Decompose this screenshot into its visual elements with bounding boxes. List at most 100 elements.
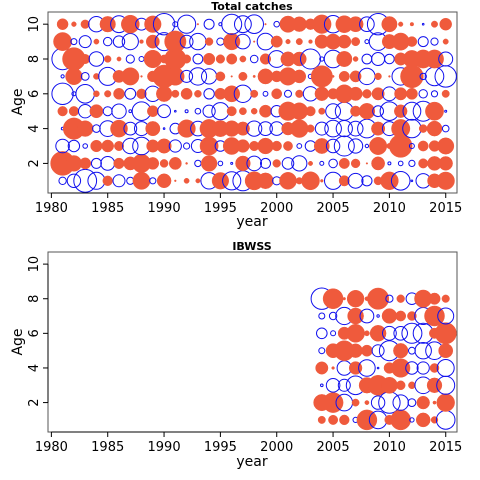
bubble-positive — [406, 36, 418, 47]
bubble-negative — [347, 120, 364, 137]
bubble-positive — [358, 103, 376, 120]
bubble-positive — [407, 311, 417, 321]
bubble-positive — [331, 366, 335, 370]
bubble-positive — [139, 39, 144, 44]
bubble-negative — [384, 53, 395, 65]
bubble-positive — [314, 86, 329, 101]
bubble-negative — [211, 102, 230, 121]
bubble-negative — [410, 179, 414, 183]
bubble-negative — [296, 143, 303, 149]
bubble-positive — [235, 155, 251, 172]
bubble-positive — [364, 400, 370, 405]
x-tick-label: 2005 — [317, 440, 350, 455]
bubble-positive — [140, 75, 143, 78]
bubble-positive — [182, 54, 192, 64]
bubble-positive — [442, 38, 449, 45]
bubble-positive — [426, 120, 443, 137]
x-tick-label: 1985 — [91, 201, 124, 216]
bubble-negative — [235, 33, 251, 50]
bubble-negative — [122, 137, 139, 155]
bubble-negative — [112, 35, 126, 48]
bubble-positive — [93, 73, 100, 80]
y-tick-label: 2 — [27, 398, 42, 406]
bubble-positive — [292, 69, 307, 84]
bubble-positive — [253, 40, 256, 43]
bubble-positive — [395, 380, 406, 391]
bubble-positive — [279, 172, 297, 190]
bubble-negative — [189, 32, 207, 51]
bubble-positive — [156, 85, 173, 102]
bubble-negative — [71, 91, 77, 97]
bubble-positive — [434, 322, 457, 345]
bubble-positive — [367, 287, 390, 310]
bubble-positive — [235, 121, 250, 136]
bubble-positive — [113, 157, 125, 169]
bubble-positive — [121, 14, 140, 34]
bubble-negative — [246, 120, 263, 137]
y-tick-label: 10 — [27, 256, 42, 273]
bubble-negative — [138, 56, 145, 62]
bubble-positive — [428, 292, 441, 305]
bubble-negative — [100, 156, 116, 171]
bubble-positive — [381, 376, 398, 394]
bubble-negative — [260, 157, 271, 169]
bubble-negative — [408, 159, 416, 167]
bubble-negative — [318, 312, 326, 320]
bubble-negative — [188, 67, 208, 86]
bubble-negative — [436, 359, 455, 377]
bubble-negative — [359, 16, 375, 33]
bubble-positive — [388, 75, 391, 78]
x-tick-label: 2010 — [373, 440, 406, 455]
bubble-negative — [337, 378, 351, 392]
bubble-positive — [204, 37, 214, 46]
bubble-positive — [350, 158, 361, 169]
bubble-negative — [407, 398, 417, 408]
bubble-positive — [93, 90, 100, 98]
bubble-positive — [396, 294, 405, 303]
bubble-positive — [145, 34, 160, 49]
bubble-positive — [90, 139, 103, 153]
bubble-negative — [177, 14, 197, 34]
bubble-negative — [316, 327, 328, 340]
bubble-positive — [431, 20, 438, 28]
bubble-negative — [111, 103, 127, 119]
bubble-positive — [425, 49, 444, 69]
bubble-positive — [371, 87, 385, 101]
bubble-negative — [180, 69, 194, 83]
bubble-negative — [430, 37, 439, 46]
bubble-negative — [371, 52, 386, 66]
bubble-positive — [250, 107, 258, 115]
bubble-positive — [180, 87, 193, 100]
bubble-negative — [416, 361, 430, 375]
bubble-negative — [222, 171, 242, 191]
bubble-positive — [114, 141, 124, 151]
bubble-negative — [201, 68, 218, 85]
bubble-positive — [425, 101, 444, 121]
bubble-positive — [365, 162, 368, 165]
bubbles — [310, 287, 457, 431]
bubble-positive — [171, 89, 180, 98]
bubble-positive — [257, 68, 274, 85]
bubble-positive — [317, 415, 326, 424]
bubble-positive — [339, 414, 350, 426]
bubble-positive — [331, 75, 335, 78]
bubble-positive — [406, 87, 418, 100]
bubble-negative — [216, 37, 225, 46]
x-tick-label: 2015 — [429, 440, 462, 455]
bubble-positive — [271, 140, 282, 152]
bubble-negative — [372, 105, 385, 118]
bubble-negative — [300, 48, 321, 70]
bubble-positive — [295, 89, 304, 98]
bubble-positive — [57, 106, 68, 117]
bubble-negative — [192, 53, 204, 65]
bubble-positive — [295, 38, 303, 46]
x-tick-label: 1985 — [91, 440, 124, 455]
panel-total-catches: Total catches year Age 1980 1985 1990 1995 2… — [10, 0, 462, 230]
bubble-positive — [416, 395, 430, 410]
bubble-positive — [429, 363, 440, 373]
bubble-positive — [371, 121, 386, 136]
x-tick-label: 2000 — [260, 201, 293, 216]
bubble-negative — [401, 322, 423, 344]
bubble-negative — [203, 18, 215, 30]
bubble-positive — [395, 310, 407, 322]
